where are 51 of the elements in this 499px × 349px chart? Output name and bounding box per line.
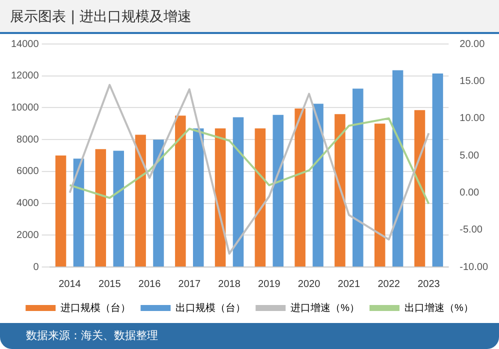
x-tick-label: 2018 [218,278,241,290]
y-tick-label: 6000 [16,166,40,178]
y-tick-label: 10000 [10,102,40,114]
bar [334,114,346,266]
legend-label: 出口增速（%） [404,302,474,314]
x-tick-label: 2015 [98,278,122,290]
x-tick-label: 2014 [58,278,82,290]
x-tick-label: 2019 [258,278,281,290]
y2-tick-label: -5.00 [460,224,483,236]
y-tick-label: 2000 [16,230,40,241]
bar [352,88,364,266]
bar [432,73,444,266]
y-tick-label: 4000 [16,198,40,210]
y-tick-label: 14000 [10,38,40,50]
y2-tick-label: 20.00 [460,38,486,50]
bar [55,156,66,266]
bar [113,150,124,266]
x-tick-label: 2023 [418,278,440,290]
legend-label: 出口规模（台） [176,302,246,314]
bar [294,108,306,266]
bar [312,104,324,266]
bar [272,114,284,266]
bar [192,128,204,266]
bar [232,117,244,266]
chart-title: 展示图表 | 进出口规模及增速 [0,0,499,34]
bar [153,140,164,266]
legend-label: 进口规模（台） [60,302,131,314]
x-tick-label: 2017 [178,278,201,290]
y-tick-label: 0 [33,262,40,273]
bar [374,124,386,266]
y2-tick-label: 10.00 [460,113,486,124]
y-tick-label: 12000 [10,70,40,82]
y2-tick-label: 15.00 [460,76,486,87]
y2-tick-label: 5.00 [460,150,480,162]
x-tick-label: 2016 [138,278,162,290]
x-tick-label: 2020 [298,278,321,290]
bar [135,134,146,266]
legend-label: 进口增速（%） [290,302,360,314]
y2-tick-label: 0.00 [460,187,480,198]
source-note: 数据来源：海关、数据整理 [0,323,499,349]
bar [95,149,106,266]
x-tick-label: 2021 [338,278,360,290]
y-tick-label: 8000 [16,134,40,146]
bar [392,70,404,266]
bar [414,110,426,266]
x-tick-label: 2022 [378,278,400,290]
bar [73,158,84,266]
bar [214,128,226,266]
y2-tick-label: -10.00 [460,262,488,273]
bar [254,128,266,266]
bar [175,116,186,266]
